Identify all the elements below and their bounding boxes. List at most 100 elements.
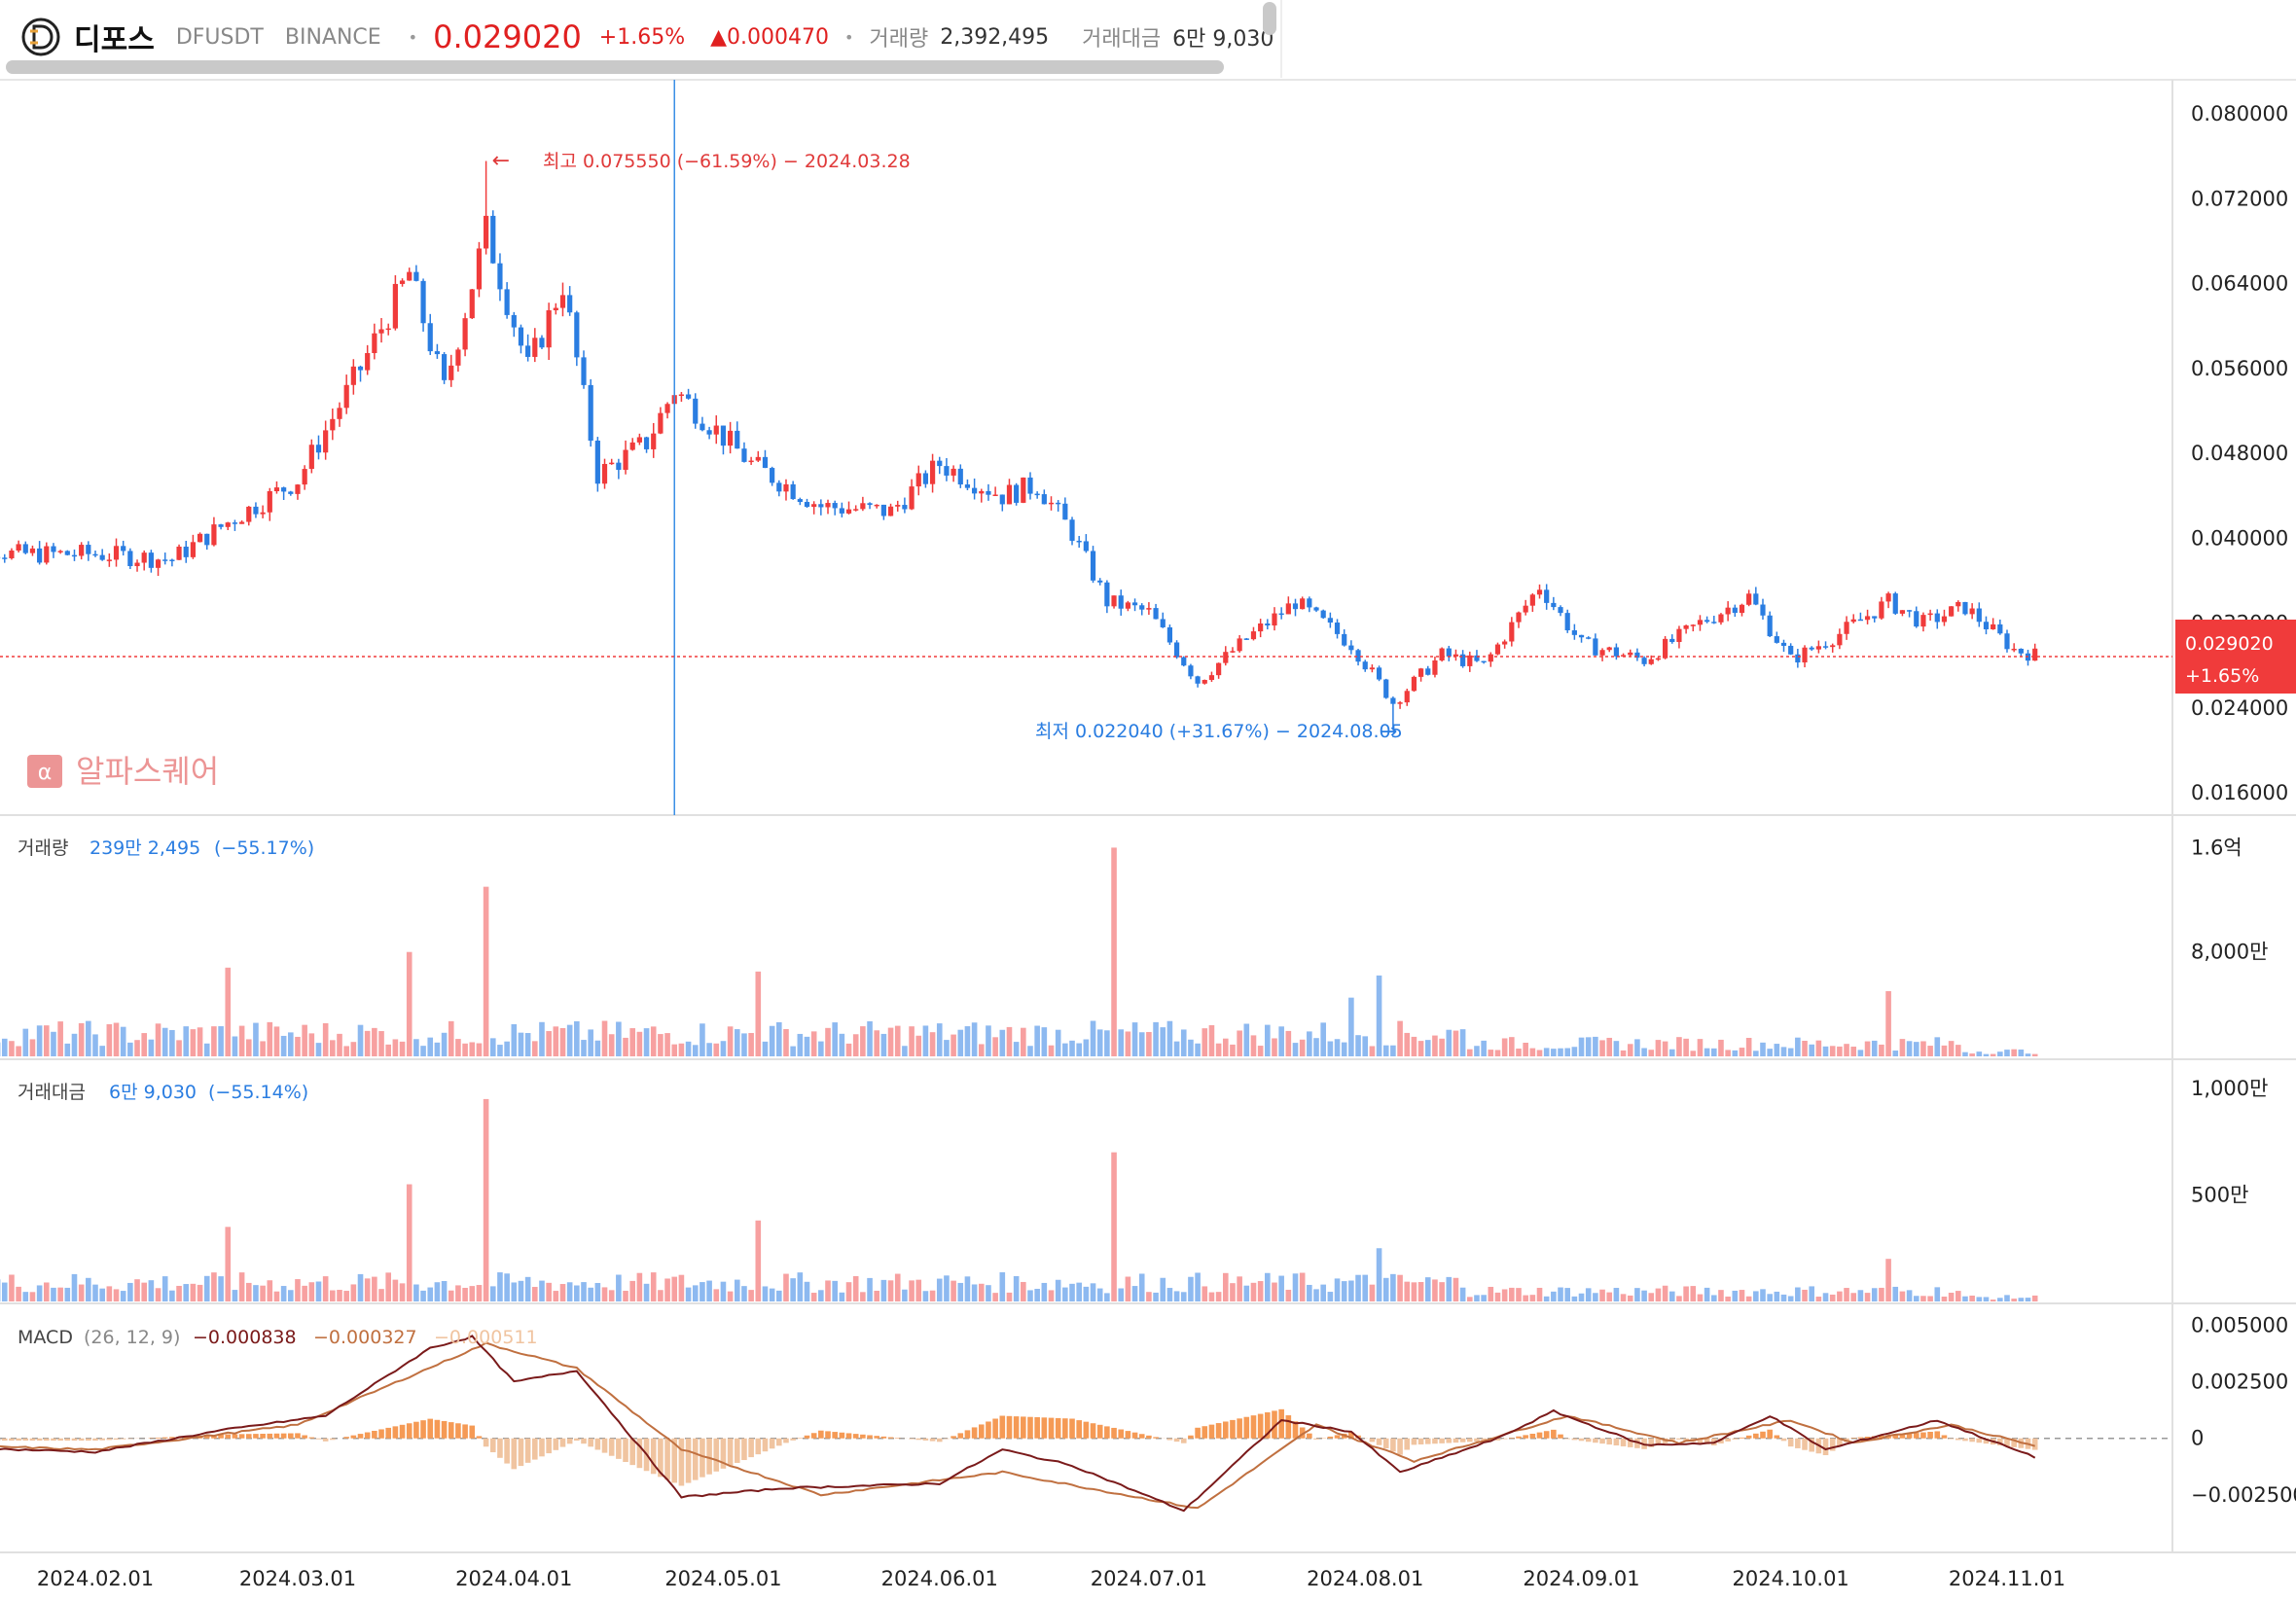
candle-body <box>1914 611 1919 627</box>
candle-body <box>1208 675 1215 681</box>
candle-body <box>1676 628 1682 642</box>
volume-bar <box>141 1033 148 1056</box>
candle-body <box>574 312 580 358</box>
macd-histogram-bar <box>330 1438 336 1441</box>
candle-body <box>1711 622 1717 623</box>
macd-histogram-bar <box>1543 1431 1550 1439</box>
volume-bar <box>574 1020 580 1056</box>
volume-bar <box>664 1278 670 1301</box>
volume-bar <box>1829 1294 1836 1301</box>
candle-body <box>1369 667 1375 670</box>
volume-bar <box>364 1278 371 1301</box>
macd-histogram-bar <box>1411 1438 1417 1445</box>
volume-bar <box>1237 1276 1242 1301</box>
candle-body <box>1927 613 1933 616</box>
candle-body <box>260 512 266 515</box>
macd-histogram-bar <box>1899 1434 1906 1439</box>
volume-bar <box>1481 1040 1487 1056</box>
volume-bar <box>867 1277 873 1301</box>
volume-bar <box>322 1276 329 1301</box>
volume-bar <box>343 1291 349 1301</box>
volume-bar <box>1523 1295 1528 1301</box>
volume-bar <box>1551 1291 1557 1301</box>
volume-bar <box>1118 1029 1125 1056</box>
macd-histogram-bar <box>1529 1433 1536 1439</box>
candlestick-series: ←→ <box>0 80 2038 815</box>
volume-bar <box>1299 1272 1306 1301</box>
macd-histogram-bar <box>476 1436 483 1439</box>
volume-bar <box>29 1292 36 1301</box>
coin-logo-icon <box>21 18 60 56</box>
volume-bar <box>232 1036 238 1056</box>
macd-histogram-bar <box>915 1438 922 1441</box>
candle-body <box>308 445 314 470</box>
volume-bar <box>427 1287 434 1301</box>
vertical-scrollbar[interactable] <box>1263 2 1276 35</box>
volume-bar <box>1013 1275 1020 1301</box>
candle-body <box>1383 679 1389 698</box>
volume-bar <box>566 1282 573 1301</box>
candle-body <box>1327 618 1333 623</box>
candle-body <box>1258 623 1264 632</box>
candle-body <box>770 468 775 483</box>
candle-body <box>51 546 56 552</box>
watermark: α 알파스퀘어 <box>27 753 219 790</box>
macd-histogram-bar <box>1173 1438 1180 1443</box>
candle-body <box>664 404 670 413</box>
macd-histogram-bar <box>957 1433 964 1439</box>
volume-bar <box>692 1045 699 1056</box>
volume-bar <box>1955 1291 1961 1301</box>
candle-body <box>853 509 859 511</box>
candle-body <box>1090 551 1096 581</box>
volume-bar <box>748 1290 754 1301</box>
macd-histogram-bar <box>78 1438 85 1442</box>
candle-body <box>1397 702 1403 704</box>
volume-bar <box>629 1280 636 1301</box>
candle-body <box>1976 608 1982 623</box>
volume-bar <box>1704 1048 1710 1056</box>
candle-body <box>357 366 364 371</box>
volume-bar <box>1062 1043 1068 1056</box>
volume-bar <box>1285 1030 1292 1056</box>
volume-bar <box>1397 1274 1403 1301</box>
volume-bar <box>852 1034 859 1056</box>
volume-bar <box>734 1279 740 1301</box>
volume-bar <box>845 1043 852 1056</box>
macd-histogram-bar <box>1446 1438 1453 1443</box>
volume-bar <box>1844 1288 1849 1301</box>
volume-bar <box>36 1285 43 1301</box>
candle-body <box>1307 598 1312 608</box>
macd-histogram-bar <box>845 1433 852 1439</box>
candle-body <box>350 366 356 385</box>
volume-bar <box>539 1021 545 1056</box>
candle-body <box>867 503 873 506</box>
volume-bar <box>720 1041 727 1056</box>
horizontal-scrollbar[interactable] <box>6 60 1224 74</box>
candle-body <box>1216 662 1222 676</box>
volume-bar <box>1501 1289 1508 1301</box>
volume-bar <box>176 1040 182 1056</box>
volume-bar <box>1683 1038 1689 1056</box>
candle-body <box>797 499 803 503</box>
volume-bar <box>1767 1294 1773 1301</box>
candle-body <box>1181 657 1187 666</box>
macd-histogram-bar <box>504 1438 510 1464</box>
volume-bar <box>594 1282 601 1301</box>
macd-histogram-bar <box>581 1438 587 1444</box>
volume-bar <box>1983 1053 1990 1056</box>
volume-bar <box>685 1041 692 1056</box>
volume-bar <box>1774 1291 1780 1301</box>
volume-bar <box>1069 1040 1075 1056</box>
volume-bar <box>867 1020 873 1056</box>
macd-histogram-bar <box>1969 1438 1975 1443</box>
macd-histogram-bar <box>1941 1435 1948 1439</box>
candle-body <box>16 544 21 552</box>
volume-bar <box>78 1022 85 1056</box>
volume-bar <box>225 967 232 1056</box>
volume-bar <box>810 1293 817 1301</box>
volume-bar <box>1307 1284 1312 1301</box>
volume-bar <box>1111 1152 1117 1301</box>
candle-body <box>1634 652 1640 659</box>
macd-histogram-bar <box>1648 1438 1655 1447</box>
